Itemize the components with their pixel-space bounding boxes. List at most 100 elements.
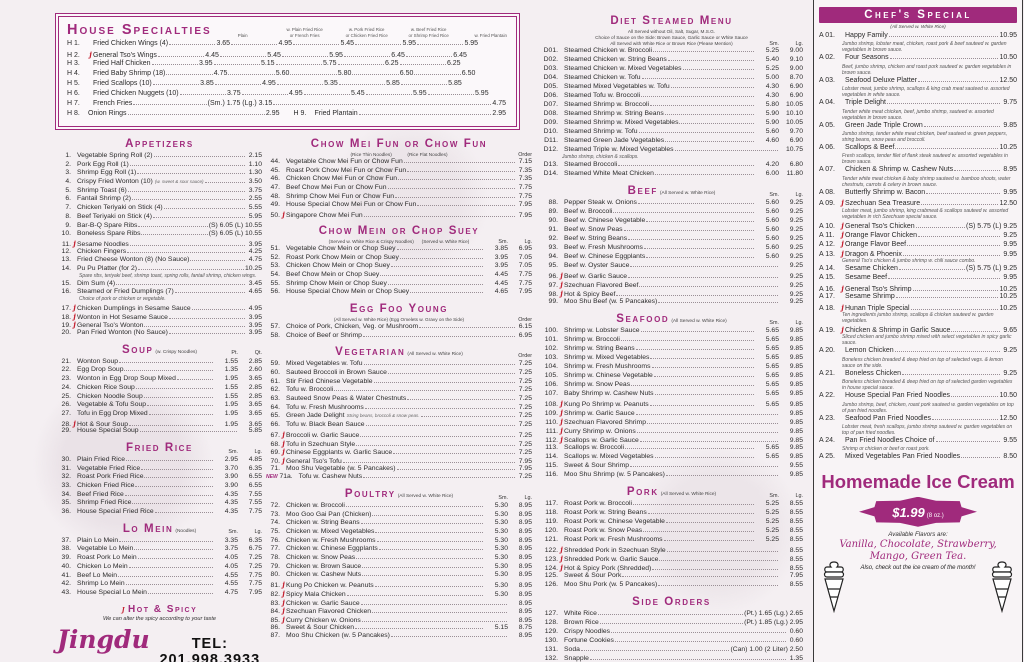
menu-item-row: 1. Vegetable Spring Roll (2) 2.15 <box>57 152 262 161</box>
item-description: Tender white meat chicken, beef, jumbo s… <box>842 108 994 121</box>
item-price: 9.10 <box>789 56 803 63</box>
item-number: 79. <box>270 562 280 570</box>
item-name: Steamed White Meat Chicken <box>564 170 654 177</box>
item-name: Steamed Shrimp w. Broccoli <box>564 101 649 108</box>
price-column-header: Sm. <box>498 494 508 501</box>
item-price: 9.25 <box>789 244 803 251</box>
item-number: 29. <box>61 427 71 435</box>
menu-item-row: 63. Sauteed Snow Peas & Water Chestnuts 7.… <box>266 395 532 404</box>
item-number: 108. <box>544 401 558 408</box>
item-price: 10.25 <box>999 285 1017 293</box>
item-price: 7.95 <box>518 201 532 209</box>
menu-item-row: A 20. Lemon Chicken 9.25 <box>819 347 1017 356</box>
dot-leader <box>154 512 213 514</box>
item-price-cell: 3.65 <box>168 40 230 47</box>
lo-mein-section: Lo Mein (Noodles) Sm. Lg. 37. Plain Lo Mein 3.… <box>57 520 262 598</box>
item-name: Wonton Soup <box>77 357 119 365</box>
item-price: 7.95 <box>518 464 532 472</box>
item-description: Jumbo shrimp, lobster meat, chicken, roa… <box>842 41 1007 54</box>
dot-leader <box>338 84 386 85</box>
menu-item-row: 7. Chicken Teriyaki on Stick (4) 5.55 <box>57 204 262 213</box>
spicy-pepper-icon: j <box>282 606 285 616</box>
item-number: 1. <box>65 152 71 159</box>
section-title: Beef <box>627 185 658 197</box>
item-number: 50. <box>270 212 280 220</box>
menu-item-row: A 10. j General Tso's Chicken (S) 5.75 (L) … <box>819 221 1017 230</box>
item-number: 96. <box>548 273 558 280</box>
item-number: 102. <box>544 345 558 352</box>
menu-item-row: 117. Roast Pork w. Broccoli 5.25 8.55 <box>540 500 803 509</box>
item-description: Jumbo shrimp, beef, chicken, roast pork … <box>842 401 1014 414</box>
section-header: Pork (All Served w. White Rice) Sm. Lg. <box>540 483 803 499</box>
item-price: 9.25 <box>789 226 803 233</box>
item-price: 7.25 <box>248 554 262 562</box>
dot-leader <box>129 424 213 426</box>
item-price: 5.65 <box>765 363 779 370</box>
item-price: 9.25 <box>1003 347 1017 355</box>
item-name: Beef Chow Mein or Chop Suey <box>286 270 380 278</box>
item-price: 9.85 <box>789 345 803 352</box>
section-header: Vegetarian (All Served w. White Rice) Orde… <box>266 343 532 359</box>
dot-leader <box>152 84 200 85</box>
item-price: 5.60 <box>765 208 779 215</box>
item-price: 4.60 <box>765 137 779 144</box>
item-name: Shrimp Toast (6) <box>77 186 127 194</box>
item-name: Steamed Chicken w. String Beans <box>564 56 667 63</box>
item-name: Shrimp w. Mixed Vegetables <box>564 354 650 361</box>
chow-mei-fun-or-chow-fun-section: Chow Mei Fun or Chow Fun (Rice Thin Noodl… <box>266 135 532 219</box>
item-price: 5.65 <box>765 401 779 408</box>
item-price: 10.50 <box>999 54 1017 62</box>
item-description: Shrimp or chicken or beef or roast pork. <box>842 446 930 453</box>
section-header: Appetizers <box>57 135 262 151</box>
item-price: 5.30 <box>494 501 508 509</box>
dot-leader <box>932 418 999 420</box>
item-number: 54. <box>270 270 280 278</box>
item-name: Chicken Fried Rice <box>77 482 135 489</box>
menu-item-row: 120. Roast Pork w. Snow Peas 5.25 8.55 <box>540 527 803 536</box>
dot-leader <box>395 196 515 198</box>
menu-item-row: A 23. Seafood Pan Fried Noodles 12.50 <box>819 415 1017 424</box>
item-number: 21. <box>61 357 71 365</box>
item-price: 12.50 <box>999 76 1017 84</box>
item-price-cell: 5.95 <box>281 52 343 59</box>
item-description: Boneless chicken breaded & deep fried on… <box>842 356 1003 369</box>
menu-item-row: 73. Moo Goo Gai Pan (Chicken) 5.30 8.95 <box>266 511 532 520</box>
item-name: Shrimp w. Broccoli <box>564 336 620 343</box>
item-price: 10.25 <box>999 143 1017 151</box>
item-price: (Sm.) 1.75 (Lg.) 3.15 <box>207 100 273 107</box>
price-column-header: Sm. <box>769 319 779 326</box>
item-name: Seafood Deluxe Platter <box>845 76 917 84</box>
item-name: Chicken w. Cashew Nuts <box>286 571 362 579</box>
spicy-pepper-icon: j <box>560 545 563 554</box>
item-price: 9.25 <box>789 273 803 280</box>
dot-leader <box>124 370 213 372</box>
item-number: 47. <box>270 184 280 192</box>
section-tagline: (All Served w. White Rice) <box>397 493 454 499</box>
item-number: 97. <box>548 282 558 289</box>
dot-leader <box>638 132 754 133</box>
item-number: 39. <box>61 554 71 562</box>
item-price: 5.65 <box>765 345 779 352</box>
item-name: Orange Flavor Beef <box>845 241 907 249</box>
item-number: 61. <box>270 377 280 385</box>
menu-item-row: 99. Moo Shu Beef (w. 5 Pancakes) 9.25 <box>540 298 803 307</box>
item-price: 5.95 <box>464 40 479 47</box>
item-price: 7.25 <box>518 377 532 385</box>
item-price: 8.95 <box>518 519 532 527</box>
item-price: 8.95 <box>518 510 532 518</box>
dot-leader <box>629 466 778 467</box>
item-price: 6.35 <box>248 464 262 472</box>
item-price: 9.75 <box>1003 99 1017 107</box>
spicy-pepper-icon: j <box>282 580 285 590</box>
menu-item-row: A 15. Sesame Beef 9.95 <box>819 274 1017 283</box>
item-price: 5.30 <box>494 519 508 527</box>
item-price: 4.45 <box>494 279 508 287</box>
dot-leader <box>646 221 754 222</box>
price-column-header: Order <box>518 316 532 323</box>
item-price: 7.25 <box>518 412 532 420</box>
dot-leader <box>153 216 245 218</box>
item-name: Chicken w. Fresh Mushrooms <box>286 536 376 544</box>
item-number: H 6. <box>67 90 80 97</box>
item-number: 27. <box>61 409 71 417</box>
dot-leader <box>214 84 262 85</box>
